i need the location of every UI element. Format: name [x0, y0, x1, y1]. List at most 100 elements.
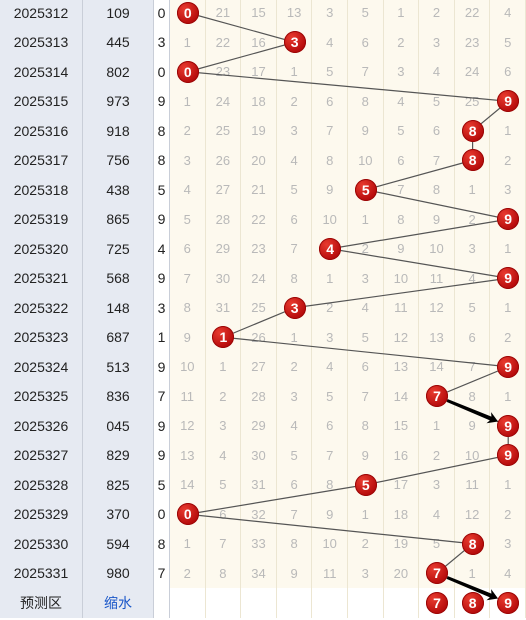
table-row: 2025319 865 9 5 28 22 6 10 1 8 9 2	[0, 204, 526, 234]
sum-cell: 9	[154, 440, 170, 470]
number-cell: 109	[83, 0, 154, 28]
digit-cell: 27	[205, 175, 242, 205]
digit-cell: 20	[383, 558, 420, 588]
period-cell: 2025328	[0, 470, 83, 500]
digit-cell: 5	[205, 470, 242, 500]
digit-cell: 8	[348, 86, 384, 116]
digit-cell: 4	[383, 86, 420, 116]
digit-cell: 3	[419, 27, 455, 57]
digit-cell: 4	[419, 499, 455, 529]
table-row: 2025328 825 5 14 5 31 6 8 17 3 11 1	[0, 470, 526, 500]
period-cell: 2025318	[0, 175, 83, 205]
digit-cell: 8	[454, 381, 491, 411]
digit-cell: 10	[454, 440, 491, 470]
hit-ball: 9	[497, 414, 520, 437]
hit-ball: 1	[212, 326, 235, 349]
digit-cell: 5	[490, 27, 526, 57]
table-row: 2025327 829 9 13 4 30 5 7 9 16 2 10	[0, 440, 526, 470]
sum-cell: 0	[154, 0, 170, 28]
digit-cell: 2	[276, 352, 313, 382]
digit-cell: 1	[170, 27, 206, 57]
digit-cell: 2	[419, 0, 455, 28]
digit-cell: 23	[241, 234, 277, 264]
period-cell: 2025321	[0, 263, 83, 293]
period-cell: 2025324	[0, 352, 83, 382]
prediction-digit-cell	[241, 588, 277, 618]
digit-cell: 9	[312, 175, 348, 205]
digit-cell: 5	[419, 86, 455, 116]
period-cell: 2025329	[0, 499, 83, 529]
digit-cell: 12	[170, 411, 206, 441]
digit-cell: 6	[348, 27, 384, 57]
period-cell: 2025326	[0, 411, 83, 441]
digit-cell: 7	[383, 175, 420, 205]
hit-ball: 9	[497, 444, 520, 467]
number-cell: 829	[83, 440, 154, 470]
digit-cell: 9	[454, 411, 491, 441]
hit-ball: 3	[283, 296, 306, 319]
period-cell: 2025323	[0, 322, 83, 352]
digit-cell: 3	[170, 145, 206, 175]
digit-cell: 12	[419, 293, 455, 323]
digit-cell: 13	[383, 352, 420, 382]
sum-cell: 8	[154, 529, 170, 559]
digit-cell: 5	[383, 116, 420, 146]
sum-cell: 9	[154, 352, 170, 382]
sum-cell: 8	[154, 116, 170, 146]
hit-ball: 5	[354, 178, 377, 201]
number-cell: 513	[83, 352, 154, 382]
digit-cell: 9	[276, 558, 313, 588]
table-row: 2025322 148 3 8 31 25 2 4 11 12 5 1	[0, 293, 526, 323]
prediction-digit-cell	[312, 588, 348, 618]
digit-cell: 1	[348, 499, 384, 529]
digit-cell: 13	[276, 0, 313, 28]
number-cell: 148	[83, 293, 154, 323]
digit-cell: 21	[241, 175, 277, 205]
digit-cell: 1	[348, 204, 384, 234]
sum-cell: 8	[154, 145, 170, 175]
digit-cell: 2	[170, 116, 206, 146]
digit-cell: 24	[205, 86, 242, 116]
digit-cell: 7	[312, 116, 348, 146]
digit-cell: 8	[276, 263, 313, 293]
digit-cell: 7	[348, 57, 384, 87]
digit-cell: 4	[348, 293, 384, 323]
shrink-link[interactable]: 缩水	[83, 588, 154, 618]
digit-cell: 31	[241, 470, 277, 500]
hit-ball: 0	[176, 60, 199, 83]
number-cell: 980	[83, 558, 154, 588]
digit-cell: 4	[312, 27, 348, 57]
number-cell: 568	[83, 263, 154, 293]
digit-cell: 3	[348, 263, 384, 293]
number-cell: 865	[83, 204, 154, 234]
digit-cell: 32	[241, 499, 277, 529]
number-cell: 045	[83, 411, 154, 441]
sum-cell: 4	[154, 234, 170, 264]
period-cell: 2025314	[0, 57, 83, 87]
number-cell: 370	[83, 499, 154, 529]
digit-cell: 3	[276, 381, 313, 411]
digit-cell: 15	[383, 411, 420, 441]
digit-cell: 15	[241, 0, 277, 28]
table-row: 2025330 594 8 1 7 33 8 10 2 19 5 3	[0, 529, 526, 559]
sum-cell: 3	[154, 293, 170, 323]
digit-cell: 6	[312, 411, 348, 441]
digit-cell: 22	[241, 204, 277, 234]
digit-cell: 3	[490, 175, 526, 205]
period-cell: 2025317	[0, 145, 83, 175]
digit-cell: 2	[276, 86, 313, 116]
digit-cell: 25	[241, 293, 277, 323]
prediction-ball: 7	[426, 591, 448, 614]
sum-cell: 1	[154, 322, 170, 352]
digit-cell: 10	[419, 234, 455, 264]
digit-cell: 4	[170, 175, 206, 205]
digit-cell: 2	[419, 440, 455, 470]
digit-cell: 5	[454, 293, 491, 323]
digit-cell: 11	[383, 293, 420, 323]
digit-cell: 20	[241, 145, 277, 175]
digit-cell: 1	[454, 175, 491, 205]
digit-cell: 8	[348, 411, 384, 441]
period-cell: 2025327	[0, 440, 83, 470]
digit-cell: 31	[205, 293, 242, 323]
period-cell: 2025315	[0, 86, 83, 116]
